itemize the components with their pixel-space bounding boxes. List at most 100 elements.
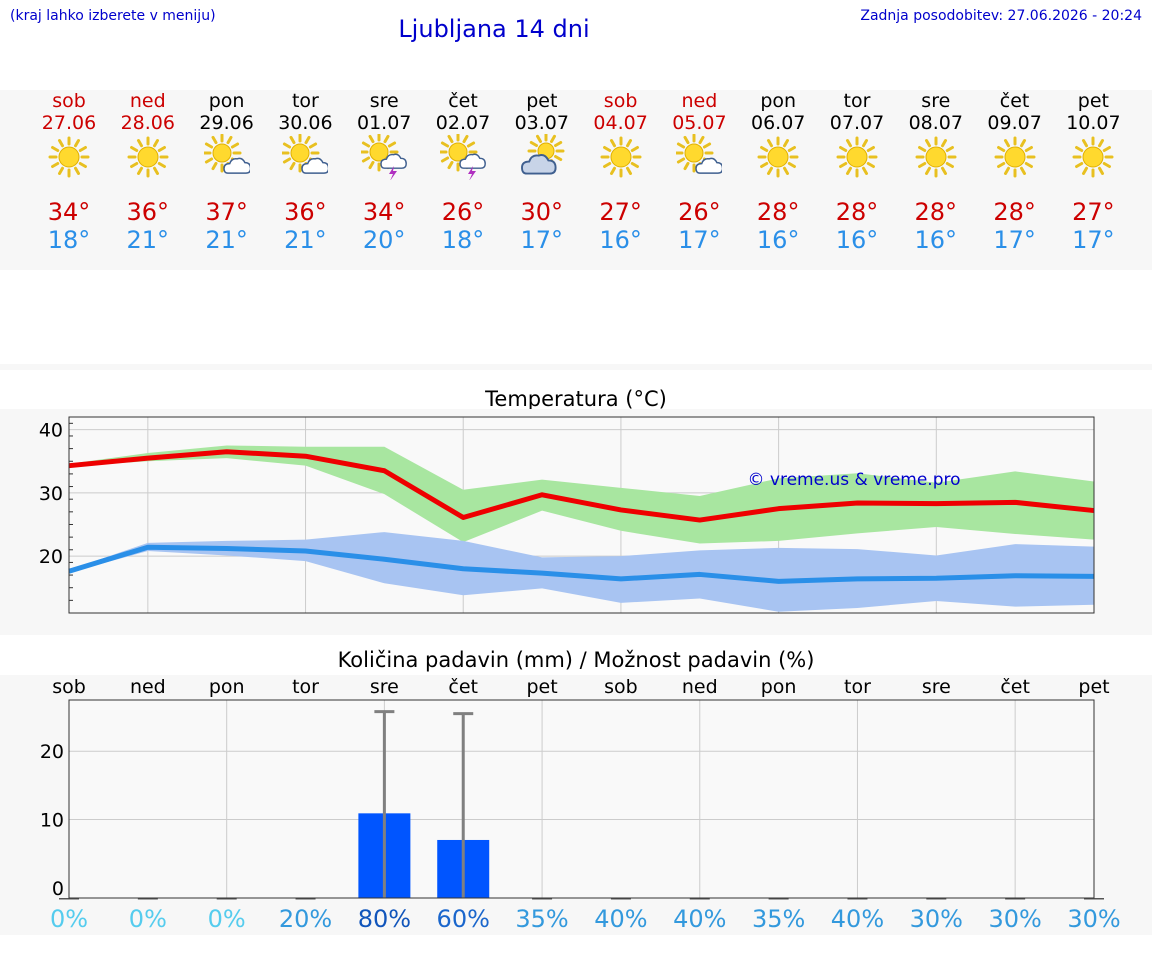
max-temperature: 36°	[126, 198, 170, 226]
min-temperature: 17°	[520, 226, 564, 254]
cloud-sun-icon	[520, 134, 565, 175]
sun-icon	[915, 136, 957, 178]
x-tick-label: sob	[604, 676, 638, 698]
probability-label: 0%	[208, 905, 246, 933]
day-name: čet	[448, 90, 478, 112]
probability-label: 35%	[515, 905, 568, 933]
day-date: 10.07	[1066, 112, 1121, 134]
probability-label: 80%	[358, 905, 411, 933]
sun-icon	[1072, 136, 1114, 178]
y-tick-label: 20	[39, 546, 63, 568]
x-tick-label: čet	[1000, 676, 1030, 698]
max-temperature: 28°	[835, 198, 879, 226]
precipitation-chart-title: Količina padavin (mm) / Možnost padavin …	[337, 648, 815, 672]
y-tick-label: 20	[40, 741, 64, 763]
sun-storm-icon	[361, 134, 408, 180]
x-tick-label: pon	[209, 676, 245, 698]
max-temperature: 27°	[599, 198, 642, 226]
day-name: tor	[843, 90, 871, 112]
day-date: 29.06	[199, 112, 254, 134]
day-date: 04.07	[593, 112, 648, 134]
precipitation-panel: 0 10 20 sob ned pon tor sre čet pet sob ned pon tor sr…	[0, 675, 1152, 935]
day-name: ned	[681, 90, 718, 112]
probability-label: 20%	[279, 905, 332, 933]
x-tick-label: sob	[52, 676, 86, 698]
max-temperature: 37°	[205, 198, 248, 226]
probability-label: 0%	[129, 905, 167, 933]
sun-cloud-icon	[676, 134, 723, 174]
x-tick-label: pon	[761, 676, 797, 698]
day-name: sob	[603, 90, 638, 112]
watermark: © vreme.us & vreme.pro	[747, 470, 960, 490]
max-temperature: 26°	[441, 198, 485, 226]
probability-label: 35%	[752, 905, 805, 933]
x-tick-label: ned	[130, 676, 166, 698]
max-temperature: 30°	[520, 198, 564, 226]
max-temperature: 28°	[993, 198, 1036, 226]
day-date: 07.07	[829, 112, 885, 134]
day-date: 28.06	[120, 112, 175, 134]
min-temperature: 16°	[599, 226, 642, 254]
sun-cloud-icon	[282, 134, 329, 174]
day-name: čet	[999, 90, 1030, 112]
separator	[0, 364, 1152, 370]
min-temperature: 21°	[284, 226, 327, 254]
day-name: tor	[291, 90, 319, 112]
x-tick-label: pet	[526, 676, 557, 698]
sun-icon	[600, 136, 642, 178]
day-date: 05.07	[672, 112, 727, 134]
day-date: 06.07	[750, 112, 806, 134]
x-tick-label: ned	[682, 676, 718, 698]
temperature-chart: © vreme.us & vreme.pro 20 30 40	[39, 416, 1095, 614]
x-tick-label: sre	[922, 676, 951, 698]
min-temperature: 17°	[993, 226, 1036, 254]
min-temperature: 16°	[756, 226, 800, 254]
y-tick-label: 10	[40, 809, 64, 831]
probability-label: 40%	[673, 905, 726, 933]
day-name: sre	[921, 90, 951, 112]
day-name: sob	[52, 90, 86, 112]
sun-icon	[48, 136, 90, 178]
x-tick-label: tor	[292, 676, 319, 698]
probability-label: 30%	[910, 905, 963, 933]
max-temperature: 36°	[284, 198, 327, 226]
day-name: ned	[129, 90, 166, 112]
max-temperature: 28°	[914, 198, 958, 226]
probability-label: 40%	[594, 905, 647, 933]
day-name: pet	[1077, 90, 1109, 112]
day-date: 27.06	[41, 112, 97, 134]
x-tick-label: tor	[844, 676, 871, 698]
probability-label: 60%	[437, 905, 490, 933]
plot-area	[69, 700, 1094, 898]
min-temperature: 16°	[914, 226, 958, 254]
min-temperature-line	[68, 544, 1095, 584]
max-temperature: 34°	[362, 198, 406, 226]
plot-frame	[68, 699, 1095, 899]
day-name: sre	[369, 90, 399, 112]
last-update: Zadnja posodobitev: 27.06.2026 - 20:24	[860, 8, 1142, 24]
sun-storm-icon	[440, 134, 486, 180]
min-temperature: 16°	[835, 226, 879, 254]
max-temperature: 26°	[678, 198, 721, 226]
min-temperature: 18°	[441, 226, 485, 254]
day-date: 03.07	[514, 112, 569, 134]
probability-label: 40%	[831, 905, 884, 933]
precipitation-chart: 0 10 20 sob ned pon tor sre čet pet sob ned pon tor sr…	[40, 676, 1121, 933]
sun-icon	[994, 136, 1036, 178]
day-name: pon	[208, 90, 245, 112]
plot-frame	[68, 416, 1095, 614]
day-date: 08.07	[908, 112, 963, 134]
max-temperature: 28°	[756, 198, 800, 226]
day-name: pon	[760, 90, 797, 112]
y-tick-label: 30	[39, 483, 63, 505]
max-temperature: 27°	[1072, 198, 1115, 226]
probability-label: 30%	[1067, 905, 1120, 933]
x-tick-label: sre	[370, 676, 399, 698]
max-temperature: 34°	[47, 198, 91, 226]
page-title: Ljubljana 14 dni	[398, 15, 590, 43]
x-tick-label: pet	[1078, 676, 1109, 698]
y-tick-label: 40	[39, 420, 63, 442]
sun-icon	[836, 136, 878, 178]
sun-icon	[127, 136, 169, 178]
min-temperature: 21°	[126, 226, 170, 254]
